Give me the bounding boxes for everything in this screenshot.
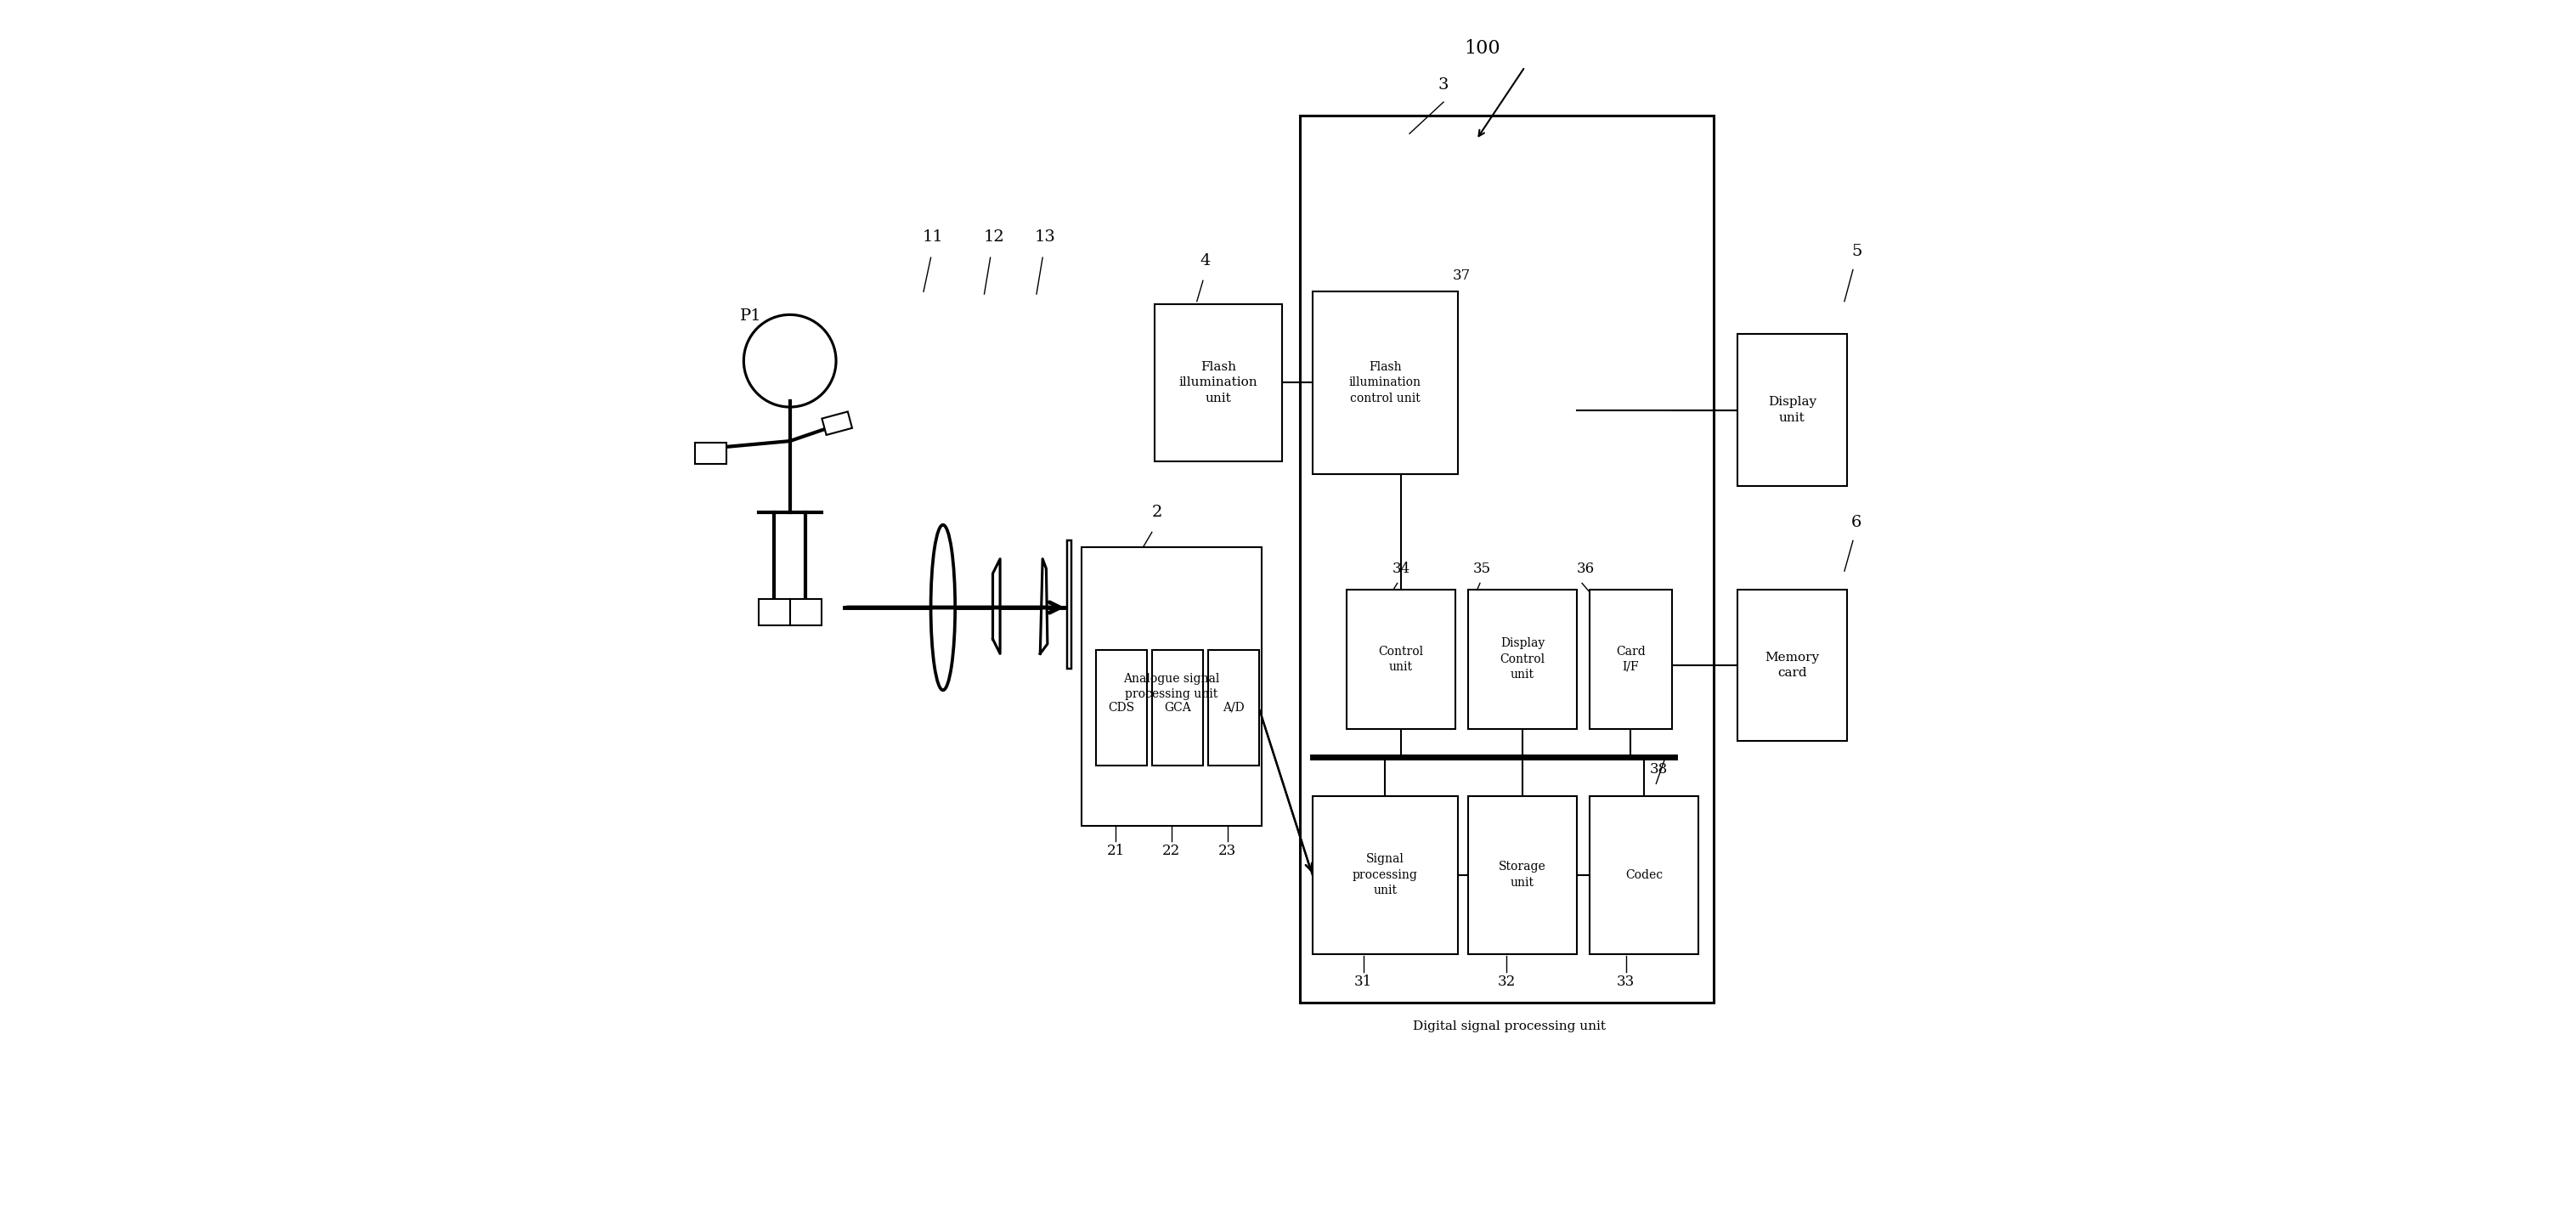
Text: 3: 3: [1437, 78, 1448, 92]
Ellipse shape: [930, 525, 956, 690]
Polygon shape: [822, 412, 853, 435]
Text: A/D: A/D: [1224, 702, 1244, 713]
Text: 6: 6: [1852, 515, 1862, 530]
Text: CDS: CDS: [1108, 702, 1136, 713]
Text: 38: 38: [1649, 762, 1667, 776]
Bar: [696, 442, 726, 464]
Text: Codec: Codec: [1625, 869, 1662, 881]
Text: 23: 23: [1218, 843, 1236, 858]
Text: Storage
unit: Storage unit: [1499, 861, 1546, 888]
Text: Card
I/F: Card I/F: [1615, 645, 1646, 673]
Text: Signal
processing
unit: Signal processing unit: [1352, 853, 1417, 897]
Text: 11: 11: [922, 230, 943, 244]
Text: 100: 100: [1463, 39, 1499, 58]
Bar: [1739, 589, 1847, 741]
Bar: [1208, 650, 1260, 765]
Bar: [1468, 589, 1577, 729]
Bar: [1154, 304, 1283, 462]
Bar: [1311, 796, 1458, 954]
Text: 21: 21: [1108, 843, 1126, 858]
Bar: [1468, 796, 1577, 954]
Bar: [1151, 650, 1203, 765]
Text: 35: 35: [1473, 561, 1492, 576]
Bar: [791, 599, 822, 626]
Bar: [1589, 796, 1698, 954]
Circle shape: [744, 315, 837, 407]
Text: 33: 33: [1618, 974, 1636, 989]
Text: Display
unit: Display unit: [1767, 396, 1816, 424]
Text: P1: P1: [739, 309, 762, 323]
Text: 2: 2: [1151, 505, 1162, 520]
Bar: [1082, 547, 1262, 826]
Text: 32: 32: [1497, 974, 1515, 989]
Text: 13: 13: [1036, 230, 1056, 244]
Bar: [1301, 115, 1713, 1002]
Bar: [1589, 589, 1672, 729]
Text: 37: 37: [1453, 269, 1471, 283]
Bar: [757, 599, 791, 626]
Text: 22: 22: [1162, 843, 1180, 858]
Text: Flash
illumination
unit: Flash illumination unit: [1180, 361, 1257, 405]
Bar: [1066, 541, 1072, 668]
Text: 12: 12: [984, 230, 1005, 244]
Text: 34: 34: [1391, 561, 1409, 576]
Text: Digital signal processing unit: Digital signal processing unit: [1412, 1021, 1605, 1033]
Text: Display
Control
unit: Display Control unit: [1499, 638, 1546, 680]
Text: Analogue signal
processing unit: Analogue signal processing unit: [1123, 673, 1218, 700]
Bar: [1347, 589, 1455, 729]
Text: 36: 36: [1577, 561, 1595, 576]
Text: 31: 31: [1355, 974, 1373, 989]
Polygon shape: [992, 559, 999, 654]
Text: 5: 5: [1852, 244, 1862, 259]
Text: Flash
illumination
control unit: Flash illumination control unit: [1350, 361, 1422, 405]
Bar: [1739, 334, 1847, 486]
Bar: [1311, 292, 1458, 474]
Text: Control
unit: Control unit: [1378, 645, 1425, 673]
Bar: [1095, 650, 1146, 765]
Text: 4: 4: [1200, 254, 1211, 269]
Text: Memory
card: Memory card: [1765, 651, 1819, 679]
Polygon shape: [1041, 559, 1048, 654]
Text: GCA: GCA: [1164, 702, 1190, 713]
